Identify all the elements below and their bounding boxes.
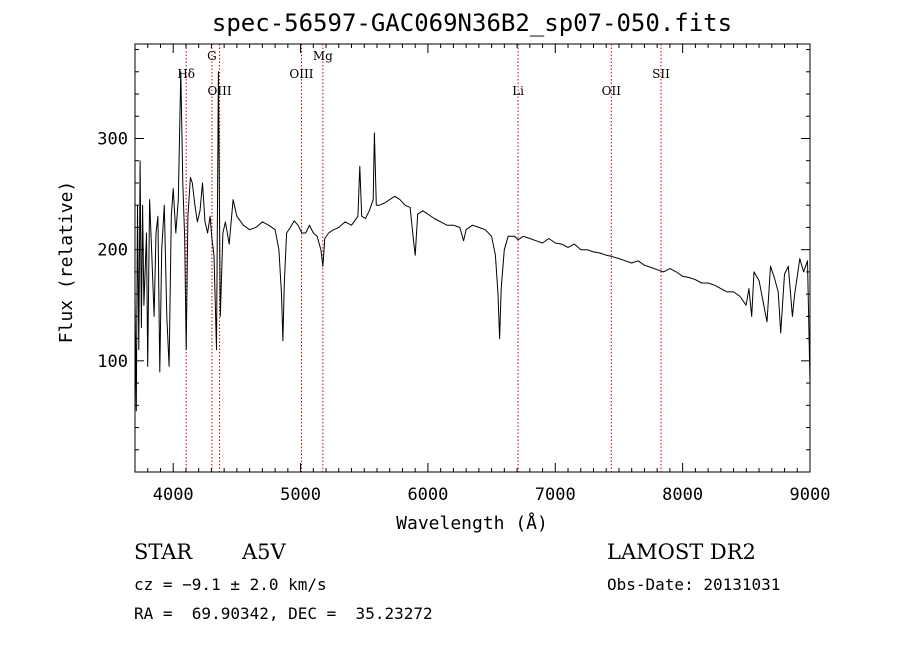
- y-tick-label: 200: [97, 241, 128, 261]
- observation-date: Obs-Date: 20131031: [607, 575, 781, 594]
- survey-name: LAMOST DR2: [607, 540, 756, 564]
- x-tick-label: 9000: [790, 485, 831, 505]
- chart-title: spec-56597-GAC069N36B2_sp07-050.fits: [212, 9, 732, 37]
- x-tick-label: 4000: [153, 485, 194, 505]
- spectral-line-label: OIII: [289, 67, 313, 81]
- spectrum-line: [134, 71, 811, 412]
- spectral-line-label: OIII: [208, 84, 232, 98]
- x-tick-label: 5000: [280, 485, 321, 505]
- spectrum-series: [134, 71, 811, 412]
- x-axis-label: Wavelength (Å): [396, 512, 548, 534]
- spectral-line-label: Hδ: [177, 67, 195, 81]
- spectral-line-label: Mg: [313, 49, 333, 63]
- object-type: STAR: [134, 540, 193, 564]
- spectral-line-label: Li: [512, 84, 524, 98]
- y-tick-label: 300: [97, 129, 128, 149]
- spectral-line-label: SII: [652, 67, 670, 81]
- sky-coordinates: RA = 69.90342, DEC = 35.23272: [134, 604, 433, 623]
- x-tick-label: 8000: [662, 485, 703, 505]
- y-axis-ticks: 100 200 300: [97, 49, 810, 451]
- spectral-line-label: G: [207, 49, 217, 63]
- y-axis-label: Flux (relative): [56, 181, 77, 344]
- x-tick-label: 7000: [535, 485, 576, 505]
- x-axis-ticks: 4000 5000 6000 7000 8000 9000: [134, 44, 831, 505]
- spectral-line-label: OII: [602, 84, 622, 98]
- y-tick-label: 100: [97, 352, 128, 372]
- plot-frame: [134, 43, 811, 473]
- x-tick-label: 6000: [407, 485, 448, 505]
- redshift-velocity: cz = −9.1 ± 2.0 km/s: [134, 575, 327, 594]
- object-subclass: A5V: [242, 540, 286, 564]
